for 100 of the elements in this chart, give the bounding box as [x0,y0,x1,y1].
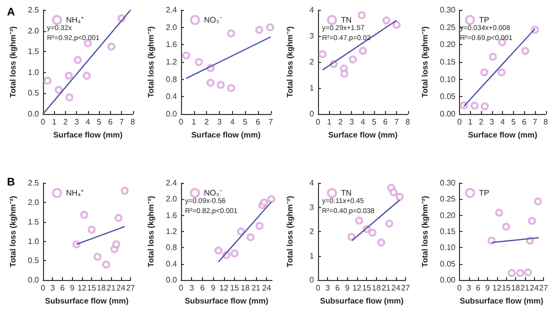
x-tick-label: 24 [262,284,272,293]
point [246,233,254,242]
y-axis-title: Total loss (kghm⁻²) [286,196,294,268]
point [64,72,73,80]
x-axis-title: Subsurface flow (mm) [184,296,268,306]
x-tick-label: 6 [60,284,66,293]
x-tick-label: 24 [116,284,126,293]
x-tick-label: 8 [543,118,548,126]
y-axis-title: Total loss (kghm⁻²) [8,196,18,268]
y-axis-title: Total loss (kghm⁻²) [420,26,429,98]
x-tick-label: 3 [349,118,354,126]
x-tick-label: 27 [538,284,548,293]
point [93,252,102,261]
y-tick-label: 0.10 [439,74,456,84]
point [355,216,364,225]
x-tick-label: 6 [335,284,340,293]
x-tick-label: 1 [468,118,473,126]
point [182,52,190,60]
y-tick-label: 2.4 [165,178,178,188]
y-tick-label: 1.2 [165,58,178,66]
point [230,249,238,258]
point [528,216,536,225]
point [533,197,542,206]
x-axis-title: Subsurface flow (mm) [44,296,129,306]
x-tick-label: 12 [352,284,362,293]
point [488,52,496,61]
y-tick-label: 0.30 [439,178,456,188]
y-tick-label: 0.5 [28,88,40,98]
x-tick-label: 7 [268,118,274,126]
chart-title: B [7,176,15,188]
x-tick-label: 1 [326,118,332,126]
point [396,192,404,201]
x-tick-label: 5 [242,118,248,126]
y-tick-label: 1.0 [28,236,40,246]
x-tick-label: 1 [52,118,57,126]
y-tick-label: 0.05 [439,259,456,268]
legend-label: TN [341,188,352,198]
x-tick-label: 4 [230,118,235,126]
point [520,46,529,55]
point [255,222,264,230]
x-tick-label: 3 [74,118,80,126]
y-tick-label: 0.15 [439,58,456,66]
x-tick-label: 1 [191,118,196,126]
x-tick-label: 5 [510,118,516,126]
point [385,220,394,228]
x-tick-label: 3 [50,284,56,293]
point [392,20,401,29]
point [502,222,510,231]
y-tick-label: 1.2 [165,227,178,236]
x-tick-label: 0 [40,284,46,293]
x-tick-label: 15 [501,284,511,293]
x-tick-label: 24 [529,284,539,293]
point [214,246,222,255]
y-tick-label: 0.25 [439,22,456,32]
y-tick-label: 0.20 [439,210,456,220]
point [358,11,366,20]
x-tick-label: 12 [218,284,228,293]
point [487,236,496,245]
x-tick-label: 6 [521,118,526,126]
y-tick-label: 0.05 [439,92,456,102]
point [382,16,390,24]
y-tick-label: 0.0 [28,276,40,285]
x-tick-label: 12 [77,284,87,293]
point [74,56,82,64]
point [347,232,356,241]
x-axis-title: Surface flow (mm) [328,130,398,140]
x-tick-label: 18 [96,284,106,293]
x-tick-label: 6 [200,284,205,293]
point [348,55,357,64]
x-axis-title: Surface flow (mm) [53,130,123,140]
x-tick-label: 8 [130,118,136,126]
point [494,208,503,217]
x-axis-title: Subsurface flow (mm) [459,296,544,306]
y-tick-label: 1 [310,251,315,260]
x-tick-label: 3 [489,118,494,126]
y-tick-label: 1.5 [28,217,40,226]
x-tick-label: 0 [456,118,462,126]
legend-label: NH₄⁺ [66,188,84,198]
point [206,78,214,87]
y-tick-label: 4 [310,178,315,188]
x-tick-label: 18 [372,284,382,293]
x-tick-label: 18 [510,284,520,293]
y-tick-label: 1.5 [28,47,40,56]
point [523,268,532,276]
point [368,228,376,237]
x-tick-label: 4 [86,118,91,126]
point [120,186,129,195]
point [88,226,96,234]
legend-label: TP [478,16,489,24]
y-tick-label: 2.5 [28,178,40,188]
x-tick-label: 27 [126,284,136,293]
chart-title: A [7,6,15,18]
x-tick-label: 0 [40,118,46,126]
point [226,29,235,38]
x-axis-title: Subsurface flow (mm) [320,296,404,306]
x-tick-label: 18 [240,284,250,293]
x-tick-label: 21 [250,284,260,293]
point [318,50,326,58]
y-tick-label: 1.0 [28,68,40,77]
y-tick-label: 0.0 [165,276,178,285]
